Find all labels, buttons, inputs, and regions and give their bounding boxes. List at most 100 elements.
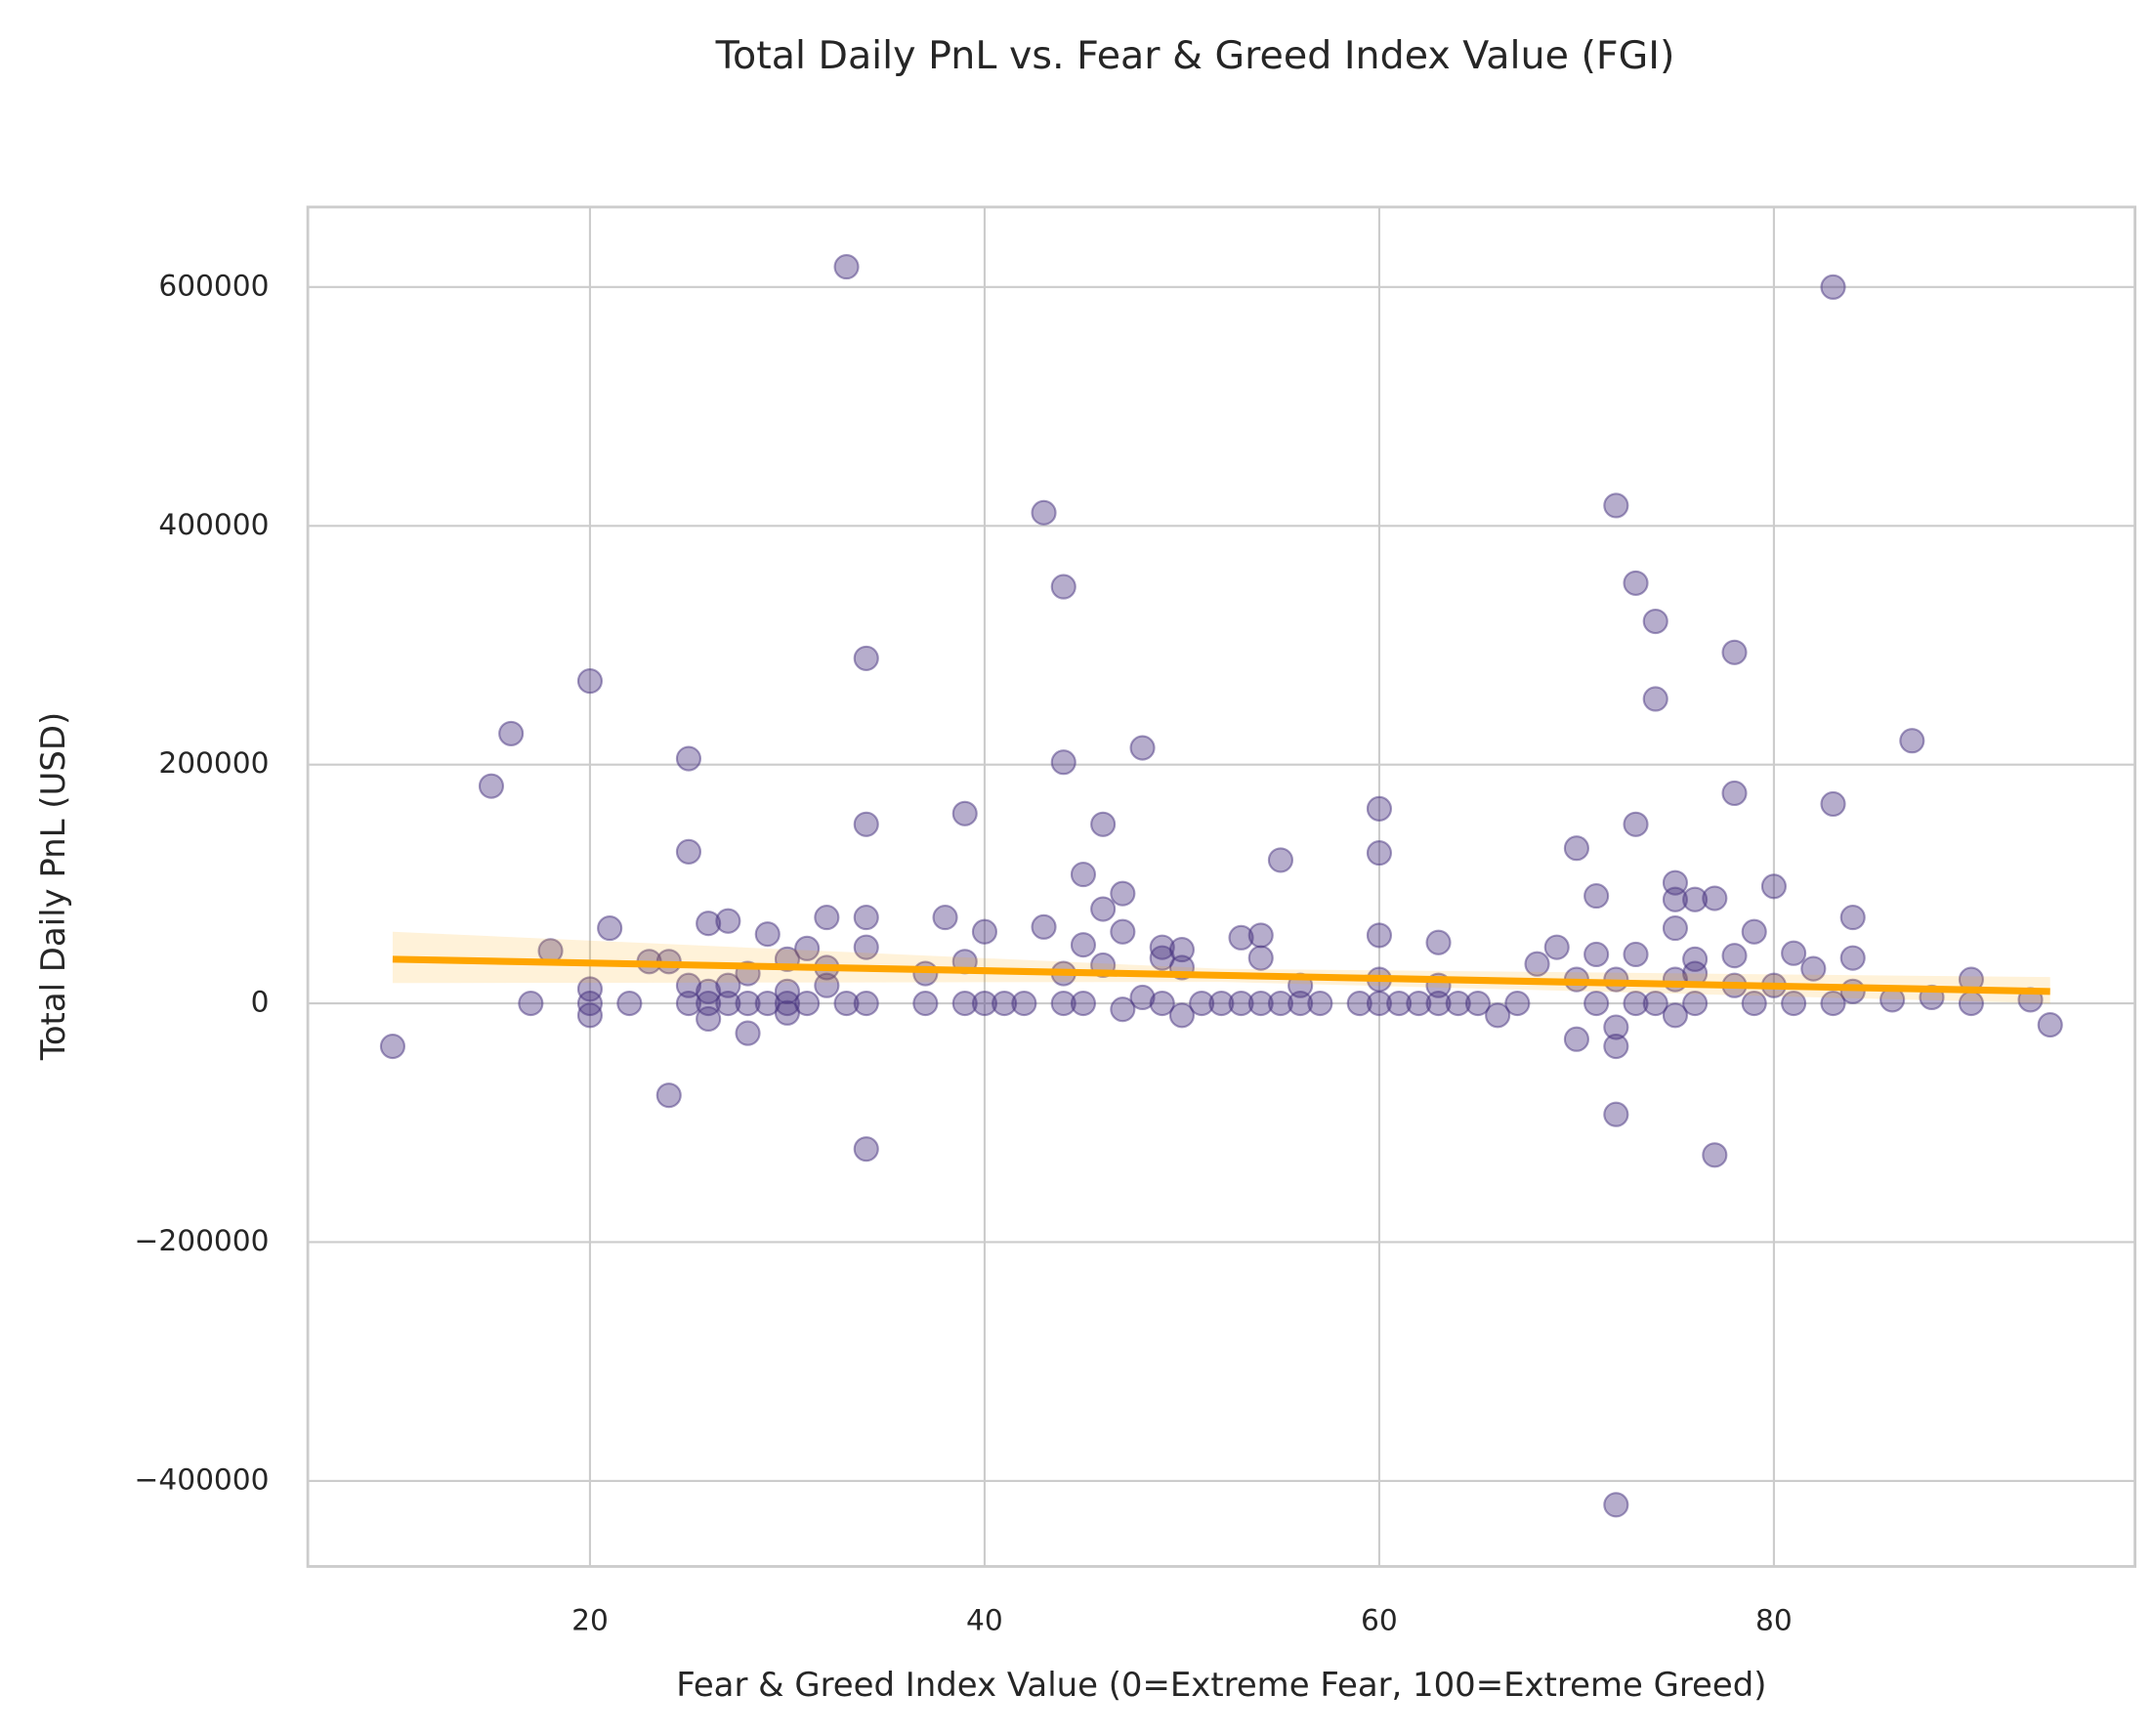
scatter-point [1031, 913, 1057, 940]
scatter-point [1228, 991, 1254, 1017]
scatter-point [1267, 991, 1294, 1017]
scatter-point [1524, 951, 1550, 977]
scatter-point [1662, 915, 1688, 942]
scatter-point [1563, 1026, 1589, 1052]
scatter-point [1741, 918, 1767, 945]
scatter-point [853, 991, 879, 1017]
scatter-point [1781, 991, 1807, 1017]
scatter-point [1366, 840, 1393, 867]
scatter-point [1563, 835, 1589, 862]
scatter-point [1682, 886, 1709, 912]
y-axis-label: Total Daily PnL (USD) [34, 712, 72, 1061]
scatter-point [1247, 945, 1274, 971]
scatter-point [675, 745, 702, 772]
scatter-point [1346, 991, 1372, 1017]
scatter-point [1642, 991, 1668, 1017]
scatter-point [1425, 929, 1452, 955]
scatter-point [1623, 570, 1649, 596]
scatter-point [814, 905, 840, 931]
scatter-point [971, 991, 998, 1017]
scatter-point [1366, 991, 1393, 1017]
scatter-point [2037, 1011, 2063, 1038]
scatter-point [696, 1005, 722, 1033]
scatter-point [1583, 883, 1610, 910]
scatter-point [1721, 639, 1748, 665]
scatter-point [1623, 811, 1649, 837]
scatter-point [1386, 991, 1413, 1017]
scatter-point [518, 991, 544, 1017]
scatter-point [1050, 573, 1076, 600]
scatter-point [715, 908, 741, 934]
scatter-point [655, 1082, 682, 1109]
scatter-point [1702, 1142, 1728, 1168]
scatter-point [1623, 941, 1649, 968]
scatter-point [833, 991, 860, 1017]
y-tick-label: 200000 [158, 745, 269, 780]
scatter-point [597, 915, 623, 942]
scatter-point [1485, 1002, 1511, 1029]
scatter-point [992, 991, 1018, 1017]
scatter-point [1288, 991, 1314, 1017]
scatter-point [1583, 941, 1610, 968]
scatter-point [754, 921, 781, 948]
scatter-point [1603, 1033, 1629, 1060]
x-tick-label: 40 [966, 1602, 1003, 1636]
scatter-point [971, 918, 998, 945]
scatter-point [853, 934, 879, 960]
scatter-point [1425, 991, 1452, 1017]
x-axis-label: Fear & Greed Index Value (0=Extreme Fear… [676, 1666, 1766, 1704]
scatter-point [1070, 862, 1097, 888]
scatter-point [1208, 991, 1235, 1017]
scatter-point [814, 972, 840, 998]
scatter-point [1682, 946, 1709, 972]
scatter-point [1741, 991, 1767, 1017]
scatter-point [1050, 991, 1076, 1017]
scatter-point [1662, 886, 1688, 912]
scatter-point [576, 1002, 604, 1029]
y-tick-label: 400000 [158, 507, 269, 541]
scatter-point [774, 991, 801, 1017]
x-tick-label: 60 [1361, 1602, 1398, 1636]
scatter-point [1721, 780, 1748, 807]
chart-title: Total Daily PnL vs. Fear & Greed Index V… [715, 33, 1675, 78]
scatter-point [1682, 991, 1709, 1017]
scatter-point [1543, 934, 1570, 960]
scatter-point [1168, 1002, 1196, 1029]
scatter-point [1366, 922, 1393, 949]
scatter-point [833, 254, 860, 280]
scatter-point [1800, 955, 1827, 982]
scatter-point [715, 991, 741, 1017]
scatter-point [1504, 991, 1531, 1017]
scatter-point [1642, 686, 1668, 712]
scatter-point [1070, 932, 1097, 958]
scatter-point [1247, 991, 1274, 1017]
x-tick-label: 80 [1755, 1602, 1793, 1636]
scatter-point [794, 991, 821, 1017]
scatter-point [1721, 943, 1748, 969]
y-tick-label: −400000 [134, 1461, 269, 1496]
scatter-point [1366, 795, 1393, 822]
y-tick-label: 600000 [158, 268, 269, 302]
scatter-point [1247, 922, 1274, 949]
scatter-point [1820, 790, 1846, 818]
scatter-point [1031, 499, 1057, 526]
plot-frame [306, 205, 2136, 1568]
scatter-point [1781, 940, 1807, 966]
scatter-point [1820, 991, 1846, 1017]
scatter-point [379, 1033, 406, 1060]
scatter-point [1464, 991, 1492, 1017]
scatter-point [912, 991, 939, 1017]
scatter-point [1307, 991, 1333, 1017]
scatter-point [932, 905, 958, 931]
scatter-point [1090, 896, 1117, 922]
scatter-point [1149, 991, 1175, 1017]
scatter-point [1603, 1492, 1629, 1518]
scatter-point [1702, 885, 1728, 911]
scatter-point [1168, 937, 1196, 963]
scatter-point [675, 838, 702, 865]
scatter-point [1445, 991, 1471, 1017]
scatter-point [1839, 945, 1866, 971]
scatter-point [735, 1020, 761, 1046]
scatter-point [1129, 984, 1156, 1011]
scatter-point [1110, 880, 1136, 907]
